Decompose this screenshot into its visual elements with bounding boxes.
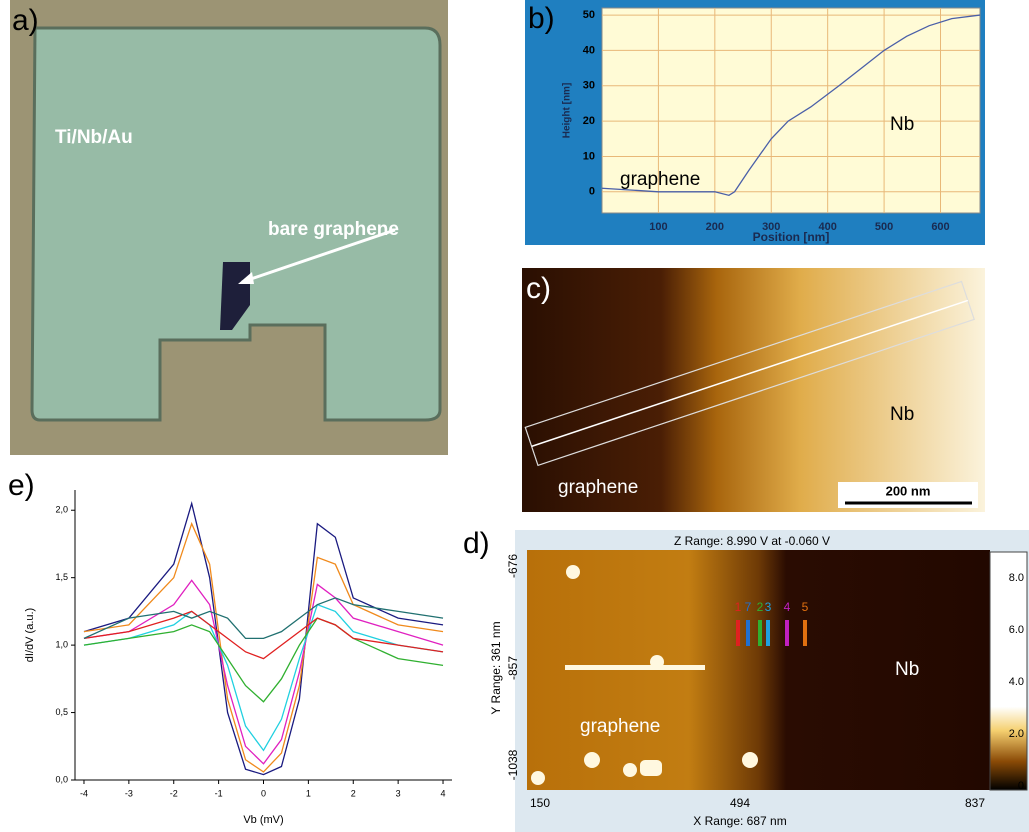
spectrum-marker xyxy=(785,620,789,646)
spectrum-marker xyxy=(766,620,770,646)
colorbar-tick: 0 xyxy=(1018,780,1024,792)
marker-label: 5 xyxy=(802,600,809,614)
x-tick-label: -2 xyxy=(170,788,178,798)
spot xyxy=(584,752,600,768)
x-tick-label: 500 xyxy=(875,221,893,233)
y-range: Y Range: 361 nm xyxy=(489,621,503,714)
colorbar-tick: 4.0 xyxy=(1009,676,1024,688)
y-tick-label: 10 xyxy=(583,150,595,162)
y-axis-label: Height [nm] xyxy=(562,83,573,139)
spectrum-marker xyxy=(736,620,740,646)
x-tick: 837 xyxy=(965,796,985,810)
x-range: X Range: 687 nm xyxy=(693,814,786,828)
colorbar-tick: 2.0 xyxy=(1009,728,1024,740)
label: graphene xyxy=(580,716,660,737)
x-tick-label: 600 xyxy=(931,221,949,233)
x-tick-label: 2 xyxy=(351,788,356,798)
line xyxy=(83,579,444,765)
profile-line xyxy=(531,299,969,448)
afm-image xyxy=(522,268,985,512)
spot xyxy=(566,565,580,579)
line xyxy=(83,597,444,640)
y-tick-label: 40 xyxy=(583,44,595,56)
panel-c: c) Nb graphene 200 nm xyxy=(522,268,985,512)
panel-d: d) Z Range: 8.990 V at -0.060 V X Range:… xyxy=(463,527,1029,832)
electrode xyxy=(30,26,442,422)
spot xyxy=(623,763,637,777)
label: graphene xyxy=(558,477,638,498)
plot-area xyxy=(75,490,452,780)
panel-label: b) xyxy=(528,2,555,35)
marker-label: 4 xyxy=(784,600,791,614)
panel-label: c) xyxy=(526,272,551,305)
x-tick-label: 100 xyxy=(649,221,667,233)
x-tick-label: 0 xyxy=(261,788,266,798)
y-axis-label: dI/dV (a.u.) xyxy=(24,608,36,662)
y-tick-label: 20 xyxy=(583,115,595,127)
x-tick-label: 4 xyxy=(441,788,446,798)
marker-label: 3 xyxy=(765,600,772,614)
line xyxy=(601,14,981,197)
x-axis-label: Vb (mV) xyxy=(243,814,283,826)
x-tick-label: -3 xyxy=(125,788,133,798)
y-tick: -857 xyxy=(506,656,520,680)
x-tick-label: 1 xyxy=(306,788,311,798)
y-tick: -676 xyxy=(506,554,520,578)
x-tick: 494 xyxy=(730,796,750,810)
x-tick-label: -4 xyxy=(80,788,88,798)
label: Nb xyxy=(895,659,919,680)
spectrum-marker xyxy=(758,620,762,646)
line xyxy=(83,617,444,703)
panel-label: e) xyxy=(8,469,35,502)
plot-area xyxy=(601,7,981,214)
spectrum-marker xyxy=(746,620,750,646)
x-tick: 150 xyxy=(530,796,550,810)
x-tick-label: -1 xyxy=(215,788,223,798)
annotation: Nb xyxy=(890,114,914,135)
y-tick: -1038 xyxy=(506,749,520,780)
marker-label: 2 xyxy=(757,600,764,614)
streak xyxy=(565,665,705,670)
marker-label: 7 xyxy=(745,600,752,614)
z-range: Z Range: 8.990 V at -0.060 V xyxy=(674,534,830,548)
y-tick-label: 50 xyxy=(583,9,595,21)
line xyxy=(83,521,444,773)
line xyxy=(83,603,444,752)
label: Nb xyxy=(890,404,914,425)
x-axis-label: Position [nm] xyxy=(753,230,830,244)
marker-label: 1 xyxy=(735,600,742,614)
panel-label: d) xyxy=(463,527,490,560)
y-tick-label: 1,5 xyxy=(55,572,68,582)
y-tick-label: 1,0 xyxy=(55,639,68,649)
bare-graphene-area xyxy=(220,262,250,330)
x-tick-label: 3 xyxy=(396,788,401,798)
bright-spots xyxy=(531,565,758,785)
y-tick-label: 2,0 xyxy=(55,505,68,515)
x-tick-label: 300 xyxy=(762,221,780,233)
line xyxy=(83,610,444,660)
spot xyxy=(531,771,545,785)
arrow xyxy=(241,228,396,284)
spot xyxy=(742,752,758,768)
line xyxy=(83,500,444,776)
y-tick-label: 0 xyxy=(589,186,595,198)
x-tick-label: 200 xyxy=(706,221,724,233)
spectrum-marker xyxy=(803,620,807,646)
scalebar-label: 200 nm xyxy=(886,483,931,498)
colorbar-tick: 8.0 xyxy=(1009,572,1024,584)
annotation: graphene xyxy=(620,169,700,190)
spot xyxy=(640,760,662,776)
label: bare graphene xyxy=(268,219,399,240)
label: Ti/Nb/Au xyxy=(55,127,133,148)
colorbar xyxy=(989,551,1028,791)
arrowhead xyxy=(238,272,254,284)
colorbar-tick: 6.0 xyxy=(1009,624,1024,636)
y-tick-label: 30 xyxy=(583,80,595,92)
y-tick-label: 0,0 xyxy=(55,774,68,784)
panel-label: a) xyxy=(12,4,39,37)
panel-a: a) Ti/Nb/Au bare graphene xyxy=(10,0,448,455)
y-tick-label: 0,5 xyxy=(55,707,68,717)
x-tick-label: 400 xyxy=(818,221,836,233)
